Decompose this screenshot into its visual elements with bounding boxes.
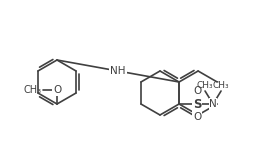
Text: CH₃: CH₃ bbox=[24, 85, 42, 95]
Text: O: O bbox=[53, 85, 61, 95]
Text: N: N bbox=[209, 99, 217, 109]
Text: S: S bbox=[193, 97, 201, 110]
Text: O: O bbox=[193, 86, 201, 96]
Text: CH₃: CH₃ bbox=[197, 81, 213, 90]
Text: NH: NH bbox=[110, 66, 126, 76]
Text: O: O bbox=[193, 112, 201, 122]
Text: CH₃: CH₃ bbox=[213, 81, 229, 90]
